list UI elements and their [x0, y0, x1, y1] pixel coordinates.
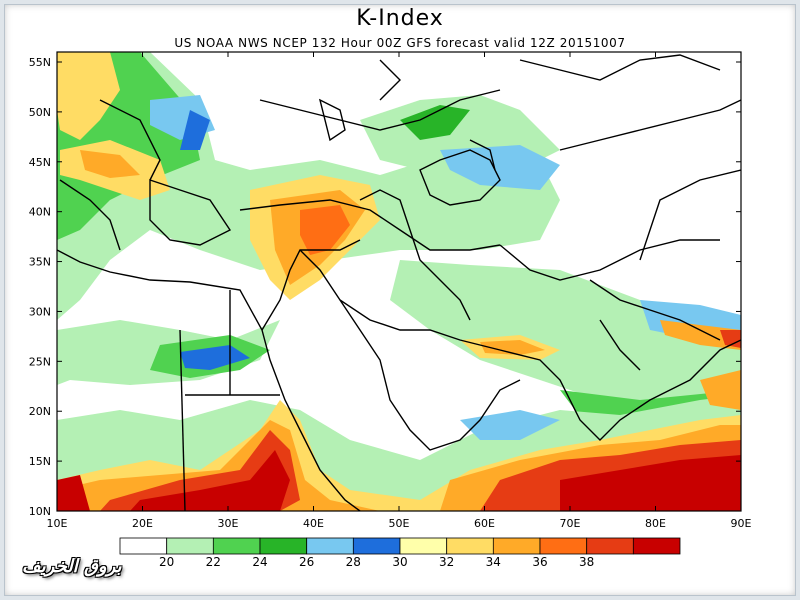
colorbar-swatch: [119, 537, 168, 555]
colorbar-label-36: 36: [532, 555, 547, 569]
colorbar-swatch: [352, 537, 401, 555]
colorbar-label-24: 24: [252, 555, 267, 569]
colorbar-swatch: [166, 537, 214, 555]
colorbar-label-20: 20: [159, 555, 174, 569]
lon-label-20e: 20E: [132, 517, 153, 530]
colorbar-label-32: 32: [439, 555, 454, 569]
lon-label-60e: 60E: [474, 517, 495, 530]
lat-label-55n: 55N: [29, 56, 51, 69]
lon-label-40e: 40E: [303, 517, 324, 530]
lat-label-50n: 50N: [29, 106, 51, 119]
colorbar-swatch: [492, 537, 541, 555]
longitude-labels: 10E 20E 30E 40E 50E 60E 70E 80E 90E: [47, 517, 752, 530]
lon-label-10e: 10E: [47, 517, 68, 530]
colorbar-swatch: [259, 537, 308, 555]
lat-label-30n: 30N: [29, 305, 51, 318]
colorbar-swatch: [399, 537, 448, 555]
colorbar-label-34: 34: [486, 555, 501, 569]
lat-label-25n: 25N: [29, 355, 51, 368]
watermark-logo: بروق الخريف: [22, 556, 122, 577]
colorbar-swatch: [446, 537, 494, 555]
colorbar-label-38: 38: [579, 555, 594, 569]
lon-label-90e: 90E: [731, 517, 752, 530]
colorbar: [119, 537, 681, 555]
lat-label-10n: 10N: [29, 505, 51, 518]
latitude-labels: 55N 50N 45N 40N 35N 30N 25N 20N 15N 10N: [29, 56, 51, 518]
colorbar-swatch: [306, 537, 354, 555]
lat-label-40n: 40N: [29, 206, 51, 219]
k-index-fields: [57, 52, 741, 511]
colorbar-label-28: 28: [346, 555, 361, 569]
lat-label-35n: 35N: [29, 256, 51, 269]
colorbar-swatch: [212, 537, 261, 555]
lon-label-50e: 50E: [389, 517, 410, 530]
colorbar-labels: 20 22 24 26 28 30 32 34 36 38: [159, 555, 594, 569]
map-title: K-Index: [356, 6, 444, 31]
colorbar-label-22: 22: [206, 555, 221, 569]
lon-label-80e: 80E: [645, 517, 666, 530]
colorbar-swatch: [632, 537, 681, 555]
lat-label-45n: 45N: [29, 156, 51, 169]
coastlines: [57, 54, 741, 511]
lat-label-20n: 20N: [29, 405, 51, 418]
colorbar-swatch: [539, 537, 588, 555]
colorbar-swatch: [586, 537, 634, 555]
colorbar-label-26: 26: [299, 555, 314, 569]
axis-ticks: [56, 52, 742, 512]
lat-label-15n: 15N: [29, 455, 51, 468]
lon-label-30e: 30E: [218, 517, 239, 530]
map-subtitle: US NOAA NWS NCEP 132 Hour 00Z GFS foreca…: [174, 36, 626, 50]
colorbar-label-30: 30: [392, 555, 407, 569]
lon-label-70e: 70E: [560, 517, 581, 530]
